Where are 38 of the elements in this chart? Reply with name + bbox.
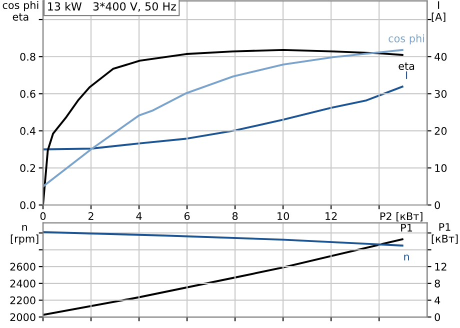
y-tick-label: 2600 bbox=[10, 262, 36, 271]
x-tick-label: 0 bbox=[40, 212, 46, 220]
y2-tick-label: 10 bbox=[435, 164, 447, 172]
y-axis-title: cos phi eta bbox=[2, 0, 38, 21]
y2-tick-label: 12 bbox=[435, 262, 446, 271]
y2-tick-label: 40 bbox=[434, 52, 447, 61]
y-tick-label: 2200 bbox=[10, 296, 36, 304]
y2-tick-label: 0 bbox=[434, 201, 440, 210]
y2-axis-title: P1 [кВт] bbox=[432, 223, 458, 244]
y-tick-label: 2400 bbox=[10, 280, 36, 288]
line-series bbox=[43, 86, 404, 150]
y-axis-title: n [rpm] bbox=[10, 224, 38, 245]
y2-tick-label: 30 bbox=[434, 90, 447, 98]
series-label: P1 bbox=[401, 224, 412, 232]
y2-tick-label: 8 bbox=[434, 280, 440, 288]
chart-title: 13 kW 3*400 V, 50 Hz bbox=[48, 2, 176, 12]
y2-axis-title: I [A] bbox=[432, 1, 446, 22]
x-tick-label: 6 bbox=[184, 212, 190, 220]
y-tick-label: 0.6 bbox=[20, 90, 36, 98]
series-label: I bbox=[406, 71, 408, 79]
line-series bbox=[43, 231, 404, 247]
x-tick-label: 12 bbox=[326, 212, 337, 220]
series-label: cos phi bbox=[388, 34, 424, 44]
x-tick-label: 2 bbox=[88, 212, 94, 220]
x-tick-label: 4 bbox=[136, 212, 142, 220]
y2-tick-label: 4 bbox=[434, 296, 440, 304]
y-tick-label: 2000 bbox=[10, 313, 36, 322]
series-label: n bbox=[404, 254, 409, 260]
y-tick-label: 0.4 bbox=[20, 127, 36, 135]
x-tick-label: 8 bbox=[232, 212, 238, 220]
x-tick-label: 10 bbox=[278, 212, 290, 220]
y-tick-label: 0.8 bbox=[20, 52, 36, 61]
y-tick-label: 0.2 bbox=[20, 164, 36, 172]
y2-tick-label: 0 bbox=[434, 313, 440, 322]
y2-tick-label: 20 bbox=[434, 127, 447, 135]
x-axis-title: P2 [кВт] bbox=[380, 212, 422, 222]
series-label: eta bbox=[398, 62, 414, 70]
y-tick-label: 0.0 bbox=[20, 201, 36, 210]
